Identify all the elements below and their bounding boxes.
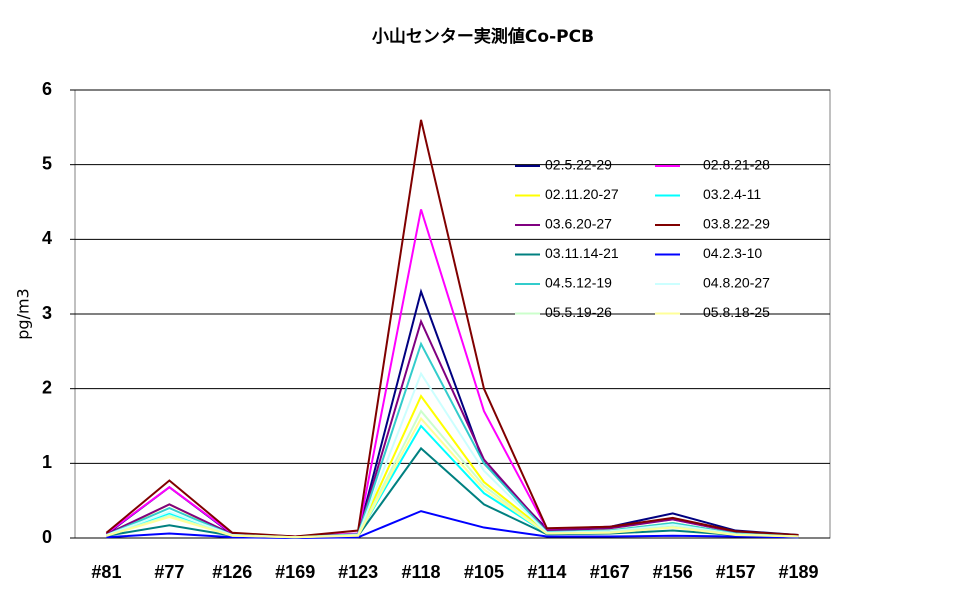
series-line [106,416,799,539]
legend-label: 05.5.19-26 [545,304,612,320]
legend-label: 02.11.20-27 [545,186,619,202]
x-tick-label: #123 [338,562,378,582]
chart-title: 小山センター実測値Co-PCB [372,26,594,47]
legend-label: 04.2.3-10 [703,245,762,261]
series-line [106,446,799,539]
legend-label: 02.8.21-28 [703,157,770,173]
x-tick-label: #105 [464,562,504,582]
x-tick-label: #81 [91,562,121,582]
x-tick-label: #167 [590,562,630,582]
y-tick-label: 2 [42,377,52,397]
x-tick-label: #126 [212,562,252,582]
x-tick-label: #169 [275,562,315,582]
y-tick-label: 4 [42,228,52,248]
x-tick-label: #118 [402,562,441,582]
x-tick-label: #114 [527,562,566,582]
y-tick-label: 3 [42,303,52,323]
x-tick-label: #156 [653,562,693,582]
y-tick-label: 5 [42,153,52,173]
x-tick-label: #157 [716,562,756,582]
series-line [106,318,799,538]
legend-label: 03.11.14-21 [545,245,619,261]
legend-label: 05.8.18-25 [703,304,770,320]
y-tick-label: 1 [42,452,52,472]
legend-label: 04.8.20-27 [703,275,770,291]
y-tick-label: 0 [42,527,52,547]
x-tick-label: #77 [154,562,184,582]
series-line [106,371,799,539]
legend-label: 03.6.20-27 [545,216,612,232]
x-tick-label: #189 [779,562,819,582]
legend-label: 03.2.4-11 [703,186,761,202]
legend-label: 02.5.22-29 [545,157,612,173]
series-line [105,119,799,538]
legend-label: 03.8.22-29 [703,216,770,232]
series-line [106,510,799,540]
legend-label: 04.5.12-19 [545,275,612,291]
y-axis-label: pg/m3 [14,288,33,339]
y-tick-label: 6 [42,79,52,99]
